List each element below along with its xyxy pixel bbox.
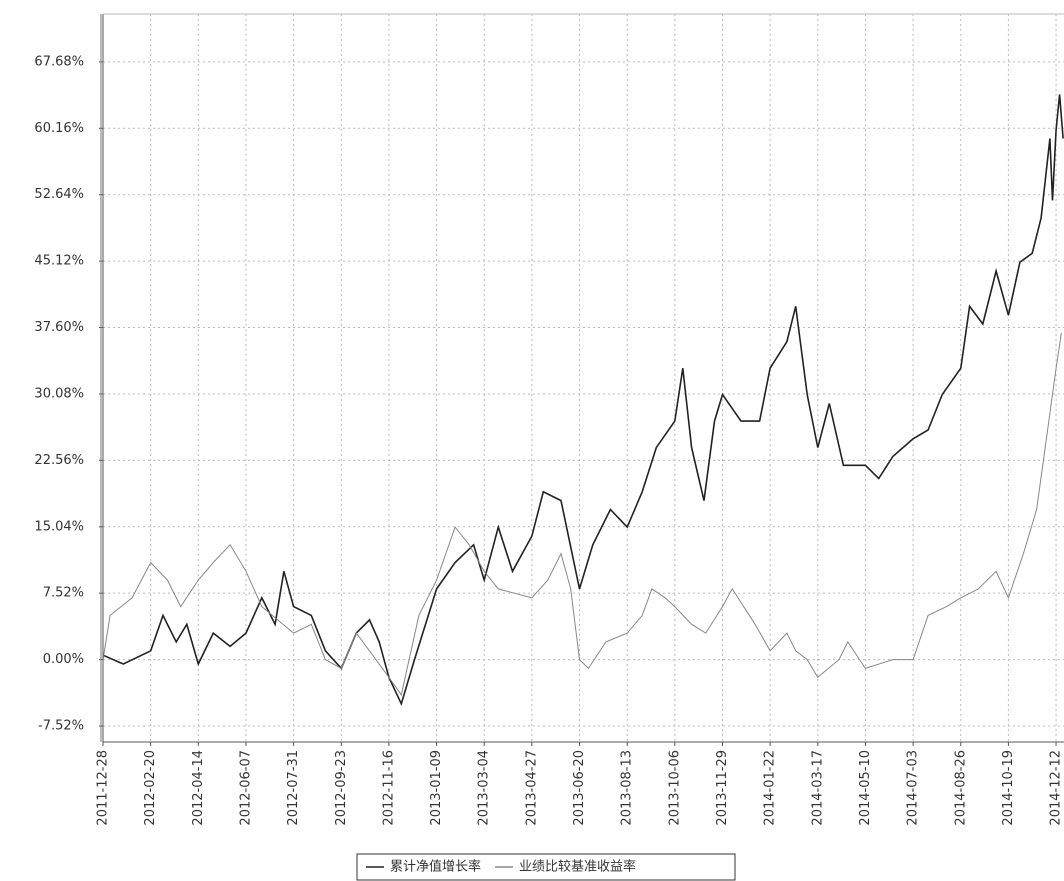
x-tick-label: 2013-04-27 bbox=[524, 750, 539, 826]
series-line bbox=[102, 332, 1062, 697]
grid bbox=[102, 14, 1064, 742]
x-tick-label: 2013-03-04 bbox=[477, 750, 492, 826]
y-tick-label: 15.04% bbox=[34, 519, 84, 534]
lines bbox=[102, 94, 1064, 707]
x-tick-label: 2014-07-03 bbox=[906, 750, 921, 826]
x-tick-label: 2012-06-07 bbox=[238, 750, 253, 826]
x-tick-label: 2011-12-28 bbox=[96, 750, 111, 826]
y-tick-label: 30.08% bbox=[34, 386, 84, 401]
x-tick-label: 2012-07-31 bbox=[286, 750, 301, 826]
x-tick-label: 2014-01-22 bbox=[763, 750, 778, 826]
axes: -7.52% 0.00% 7.52% 15.04% 22.56% 30.08% 37.60%… bbox=[34, 13, 1064, 826]
x-tick-label: 2014-12-12 bbox=[1049, 750, 1064, 826]
x-tick-label: 2013-01-09 bbox=[429, 750, 444, 826]
x-tick-label: 2013-10-06 bbox=[667, 750, 682, 826]
y-tick-label: 0.00% bbox=[43, 652, 84, 667]
x-tick-label: 2014-10-19 bbox=[1001, 750, 1016, 826]
x-tick-label: 2012-11-16 bbox=[381, 750, 396, 826]
y-tick-label: 37.60% bbox=[34, 320, 84, 335]
x-tick-label: 2014-03-17 bbox=[810, 750, 825, 826]
x-tick-label: 2014-08-26 bbox=[953, 750, 968, 826]
x-tick-label: 2013-11-29 bbox=[715, 750, 730, 826]
y-tick-label: -7.52% bbox=[38, 719, 84, 734]
y-tick-label: 22.56% bbox=[34, 453, 84, 468]
y-tick-label: 52.64% bbox=[34, 187, 84, 202]
legend-label: 业绩比较基准收益率 bbox=[519, 859, 636, 875]
y-tick-label: 7.52% bbox=[43, 586, 84, 601]
series-line bbox=[102, 94, 1064, 707]
legend-box bbox=[356, 853, 736, 881]
x-tick-label: 2013-08-13 bbox=[620, 750, 635, 826]
y-tick-label: 45.12% bbox=[34, 254, 84, 269]
x-tick-label: 2012-02-20 bbox=[143, 750, 158, 826]
legend: 累计净值增长率 业绩比较基准收益率 bbox=[356, 853, 736, 881]
x-tick-label: 2014-05-10 bbox=[858, 750, 873, 826]
x-tick-label: 2012-09-23 bbox=[334, 750, 349, 826]
x-tick-label: 2013-06-20 bbox=[572, 750, 587, 826]
y-tick-label: 67.68% bbox=[34, 54, 84, 69]
legend-label: 累计净值增长率 bbox=[390, 859, 481, 875]
x-tick-label: 2012-04-14 bbox=[191, 750, 206, 826]
y-tick-label: 60.16% bbox=[34, 121, 84, 136]
